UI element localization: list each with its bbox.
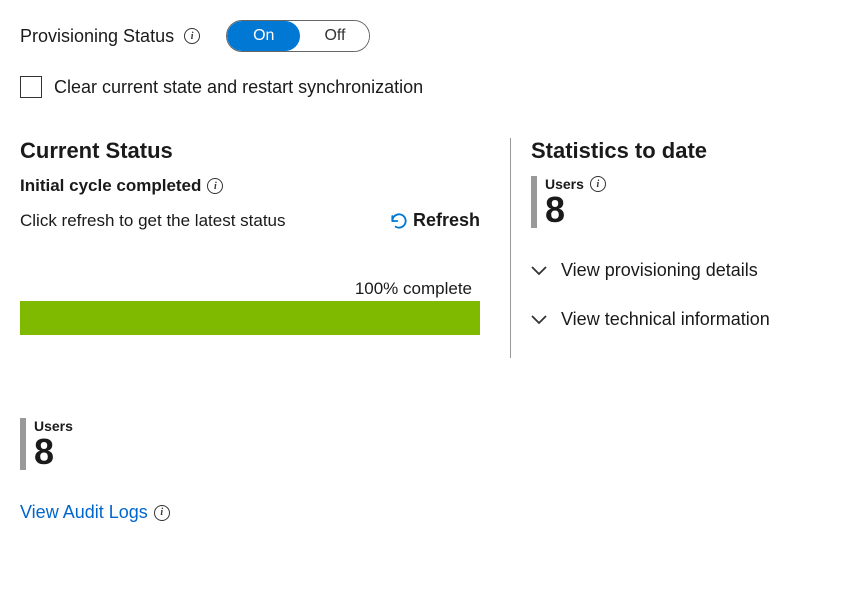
info-icon[interactable]: i (184, 28, 200, 44)
info-icon[interactable]: i (207, 178, 223, 194)
current-status-column: Current Status Initial cycle completed i… (20, 138, 510, 358)
chevron-down-icon (531, 265, 547, 277)
info-icon[interactable]: i (590, 176, 606, 192)
stat-accent-bar (20, 418, 26, 470)
refresh-icon (389, 211, 409, 231)
bottom-section: Users 8 View Audit Logs i (20, 418, 824, 523)
current-status-heading: Current Status (20, 138, 480, 164)
provisioning-details-label: View provisioning details (561, 260, 758, 281)
provisioning-toggle[interactable]: On Off (226, 20, 370, 52)
status-refresh-row: Click refresh to get the latest status R… (20, 210, 480, 231)
users-stat-block-bottom: Users 8 (20, 418, 824, 470)
initial-cycle-label: Initial cycle completed (20, 176, 201, 196)
restart-sync-row: Clear current state and restart synchron… (20, 76, 824, 98)
statistics-column: Statistics to date Users i 8 View provis… (510, 138, 824, 358)
view-technical-information[interactable]: View technical information (531, 309, 824, 330)
status-text: Click refresh to get the latest status (20, 211, 286, 231)
refresh-label: Refresh (413, 210, 480, 231)
audit-logs-row: View Audit Logs i (20, 502, 824, 523)
initial-cycle-heading: Initial cycle completed i (20, 176, 480, 196)
users-stat-block: Users i 8 (531, 176, 824, 228)
restart-sync-label: Clear current state and restart synchron… (54, 77, 423, 98)
chevron-down-icon (531, 314, 547, 326)
users-count: 8 (545, 192, 606, 228)
view-provisioning-details[interactable]: View provisioning details (531, 260, 824, 281)
stat-content: Users 8 (34, 418, 73, 470)
main-columns: Current Status Initial cycle completed i… (20, 138, 824, 358)
progress-label: 100% complete (20, 279, 480, 299)
stat-accent-bar (531, 176, 537, 228)
progress-bar (20, 301, 480, 335)
view-audit-logs-link[interactable]: View Audit Logs (20, 502, 148, 523)
provisioning-status-label: Provisioning Status (20, 26, 174, 47)
restart-sync-checkbox[interactable] (20, 76, 42, 98)
info-icon[interactable]: i (154, 505, 170, 521)
provisioning-status-row: Provisioning Status i On Off (20, 20, 824, 52)
refresh-button[interactable]: Refresh (389, 210, 480, 231)
users-count-bottom: 8 (34, 434, 73, 470)
toggle-on-button[interactable]: On (227, 21, 300, 51)
statistics-heading: Statistics to date (531, 138, 824, 164)
stat-content: Users i 8 (545, 176, 606, 228)
toggle-off-button[interactable]: Off (300, 21, 369, 51)
technical-info-label: View technical information (561, 309, 770, 330)
